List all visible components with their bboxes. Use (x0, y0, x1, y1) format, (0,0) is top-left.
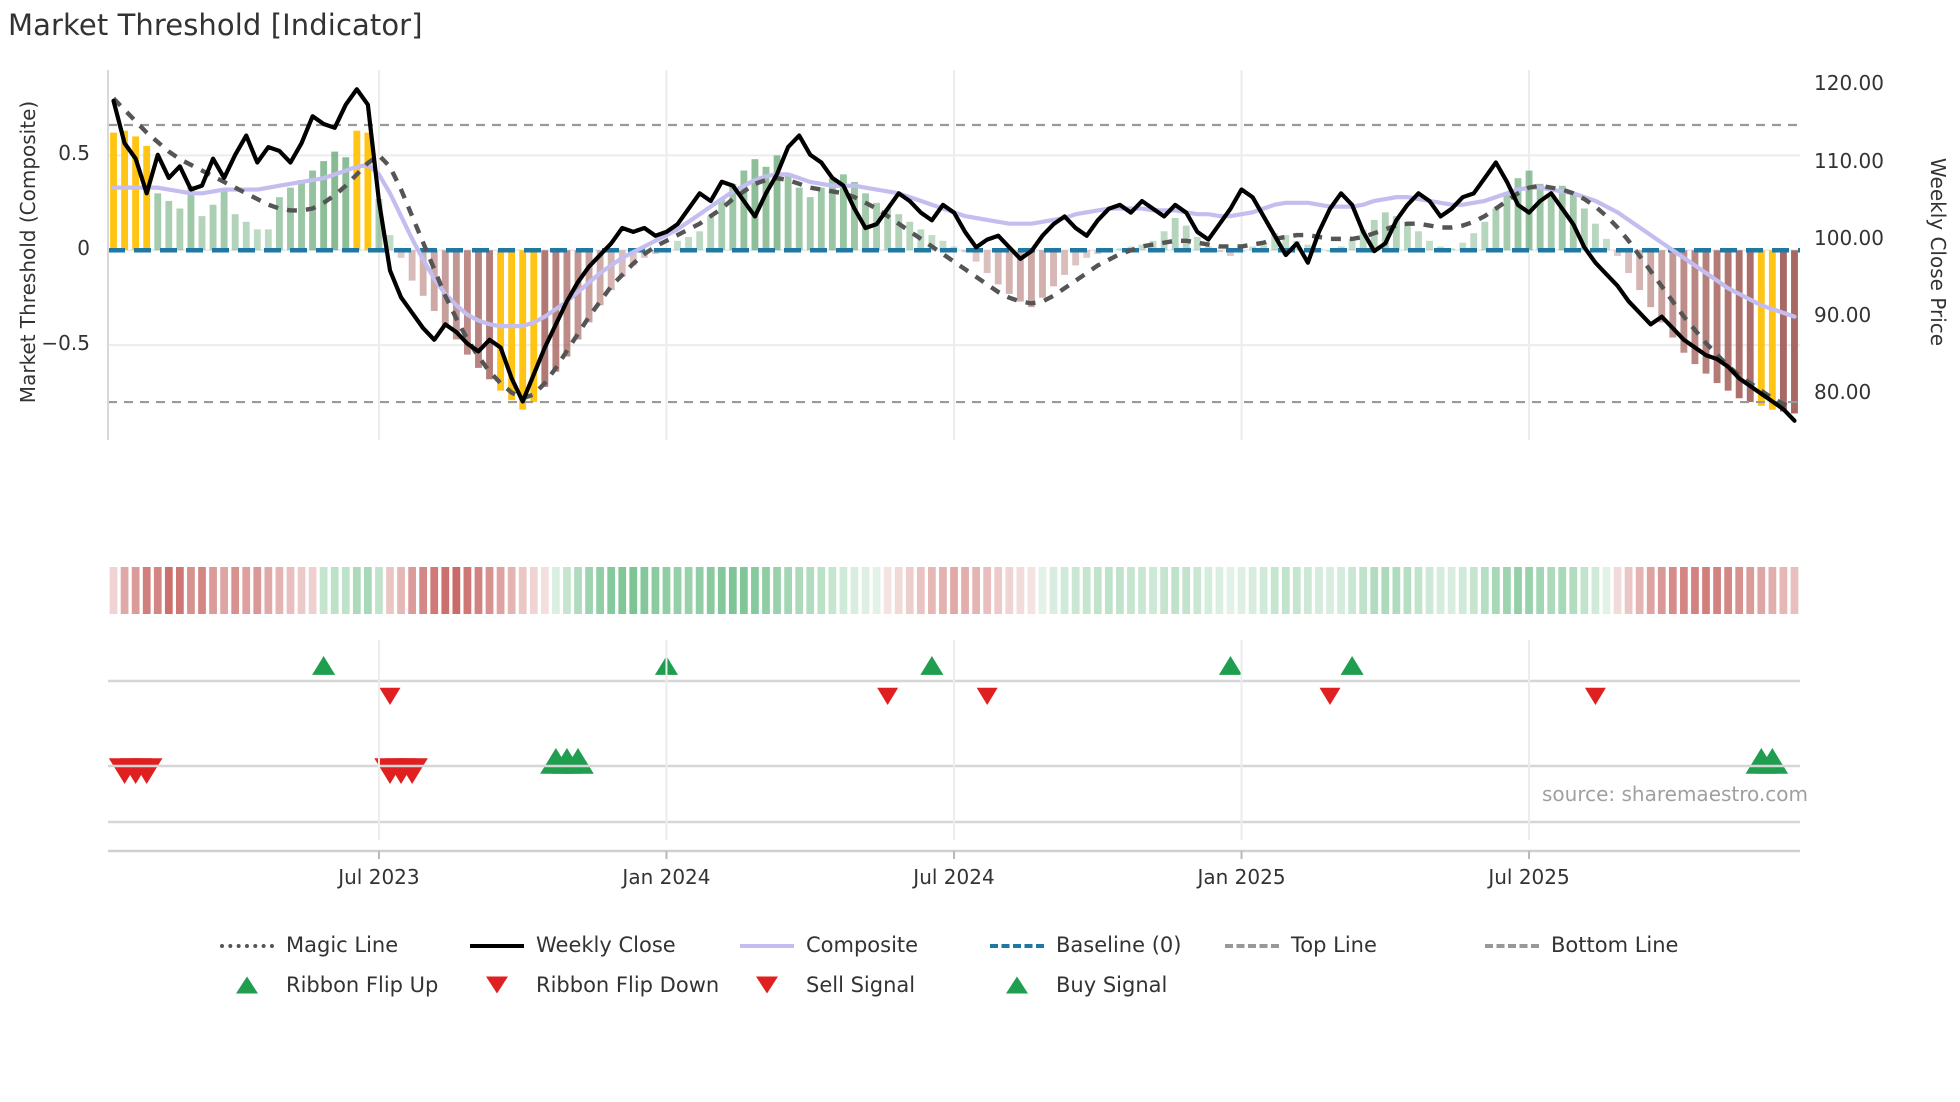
x-tick: Jul 2024 (913, 865, 995, 889)
triangle-down-icon (470, 974, 524, 996)
triangle-down-glyph (486, 976, 508, 994)
legend: Magic Line Weekly Close Composite Baseline … (110, 925, 1910, 1005)
legend-label: Ribbon Flip Down (536, 973, 720, 997)
triangle-down-glyph (756, 976, 778, 994)
legend-label: Magic Line (286, 933, 399, 957)
y-tick-left: −0.5 (41, 331, 90, 356)
solid-line-icon (740, 934, 794, 956)
legend-item-bottom-line[interactable]: Bottom Line (1485, 925, 1678, 965)
y-tick-right: 110.00 (1814, 148, 1884, 173)
legend-row-primary: Magic Line Weekly Close Composite Baseline … (110, 925, 1910, 965)
legend-label: Sell Signal (806, 973, 916, 997)
x-tick: Jan 2025 (1197, 865, 1286, 889)
legend-label: Composite (806, 933, 919, 957)
legend-item-buy-signal[interactable]: Buy Signal (990, 965, 1167, 1005)
legend-label: Weekly Close (536, 933, 676, 957)
triangle-up-glyph (1006, 976, 1028, 994)
legend-label: Baseline (0) (1056, 933, 1182, 957)
threshold-lines (108, 123, 1800, 404)
plot-area (107, 70, 1800, 859)
legend-item-weekly-close[interactable]: Weekly Close (470, 925, 676, 965)
legend-item-magic-line[interactable]: Magic Line (220, 925, 398, 965)
dashed-line-glyph (1485, 944, 1539, 948)
gridlines (108, 70, 1800, 440)
page-title: Market Threshold [Indicator] (8, 8, 423, 42)
solid-line-icon (470, 934, 524, 956)
legend-label: Ribbon Flip Up (286, 973, 439, 997)
y-tick-right: 80.00 (1814, 379, 1872, 404)
series-lines (111, 87, 1797, 423)
dotted-line-icon (220, 934, 274, 956)
solid-line-glyph (740, 944, 794, 948)
legend-label: Buy Signal (1056, 973, 1168, 997)
legend-item-baseline-0[interactable]: Baseline (0) (990, 925, 1181, 965)
legend-label: Bottom Line (1551, 933, 1679, 957)
solid-line-glyph (470, 944, 524, 948)
dashed-line-glyph (1225, 944, 1279, 948)
dotted-line-glyph (220, 944, 274, 948)
triangle-down-icon (740, 974, 794, 996)
legend-item-sell-signal[interactable]: Sell Signal (740, 965, 915, 1005)
source-note: source: sharemaestro.com (1542, 782, 1808, 806)
ribbon-heatmap (109, 567, 1799, 614)
dashed-line-icon (1225, 934, 1279, 956)
triangle-up-glyph (236, 976, 258, 994)
triangle-up-icon (220, 974, 274, 996)
legend-item-composite[interactable]: Composite (740, 925, 918, 965)
legend-row-markers: Ribbon Flip Up Ribbon Flip Down Sell Signa… (110, 965, 1910, 1005)
y-tick-right: 120.00 (1814, 71, 1884, 96)
x-tick: Jul 2025 (1488, 865, 1570, 889)
triangle-up-icon (990, 974, 1044, 996)
y-tick-left: 0 (77, 236, 90, 261)
y-tick-right: 100.00 (1814, 225, 1884, 250)
axis-spines (107, 70, 1800, 859)
x-tick: Jan 2024 (622, 865, 711, 889)
panel-rules (108, 640, 1800, 840)
legend-item-ribbon-flip-up[interactable]: Ribbon Flip Up (220, 965, 438, 1005)
legend-item-ribbon-flip-down[interactable]: Ribbon Flip Down (470, 965, 719, 1005)
dashed-line-icon (990, 934, 1044, 956)
dashed-line-glyph (990, 944, 1044, 948)
legend-label: Top Line (1291, 933, 1377, 957)
y-tick-left: 0.5 (58, 141, 90, 166)
dashed-line-icon (1485, 934, 1539, 956)
legend-item-top-line[interactable]: Top Line (1225, 925, 1377, 965)
x-tick: Jul 2023 (338, 865, 420, 889)
y-tick-right: 90.00 (1814, 302, 1872, 327)
